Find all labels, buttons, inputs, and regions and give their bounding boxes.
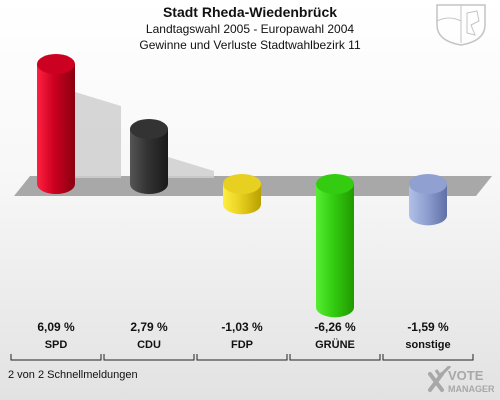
category-label: FDP [231, 339, 253, 351]
value-label: -1,03 % [221, 320, 263, 334]
chart-subtitle-2: Gewinne und Verluste Stadtwahlbezirk 11 [139, 38, 361, 52]
svg-text:MANAGER: MANAGER [448, 384, 495, 394]
svg-text:VOTE: VOTE [448, 368, 484, 383]
bar-cdu [130, 119, 168, 194]
category-tick [10, 354, 102, 361]
coat-of-arms-icon [436, 4, 486, 46]
vote-manager-logo: VOTE MANAGER [428, 366, 495, 394]
value-label: -1,59 % [407, 320, 449, 334]
category-tick [382, 354, 474, 361]
value-label: -6,26 % [314, 320, 356, 334]
bar-fdp [223, 174, 261, 215]
category-tick [289, 354, 381, 361]
bar-shadow [168, 157, 214, 178]
category-tick [196, 354, 288, 361]
category-tick [103, 354, 195, 361]
bar-shadow [75, 92, 121, 178]
bar-spd [37, 54, 75, 194]
footer-note: 2 von 2 Schnellmeldungen [8, 369, 138, 381]
category-label: SPD [44, 339, 68, 351]
value-label: 2,79 % [130, 320, 168, 334]
category-label: CDU [137, 339, 161, 351]
bar-sonstige [409, 174, 447, 226]
bar-grüne [316, 174, 354, 318]
value-label: 6,09 % [37, 320, 75, 334]
chart-subtitle: Landtagswahl 2005 - Europawahl 2004 [145, 22, 355, 36]
category-label: sonstige [405, 339, 451, 351]
chart-title: Stadt Rheda-Wiedenbrück [162, 4, 338, 20]
category-label: GRÜNE [315, 339, 355, 351]
